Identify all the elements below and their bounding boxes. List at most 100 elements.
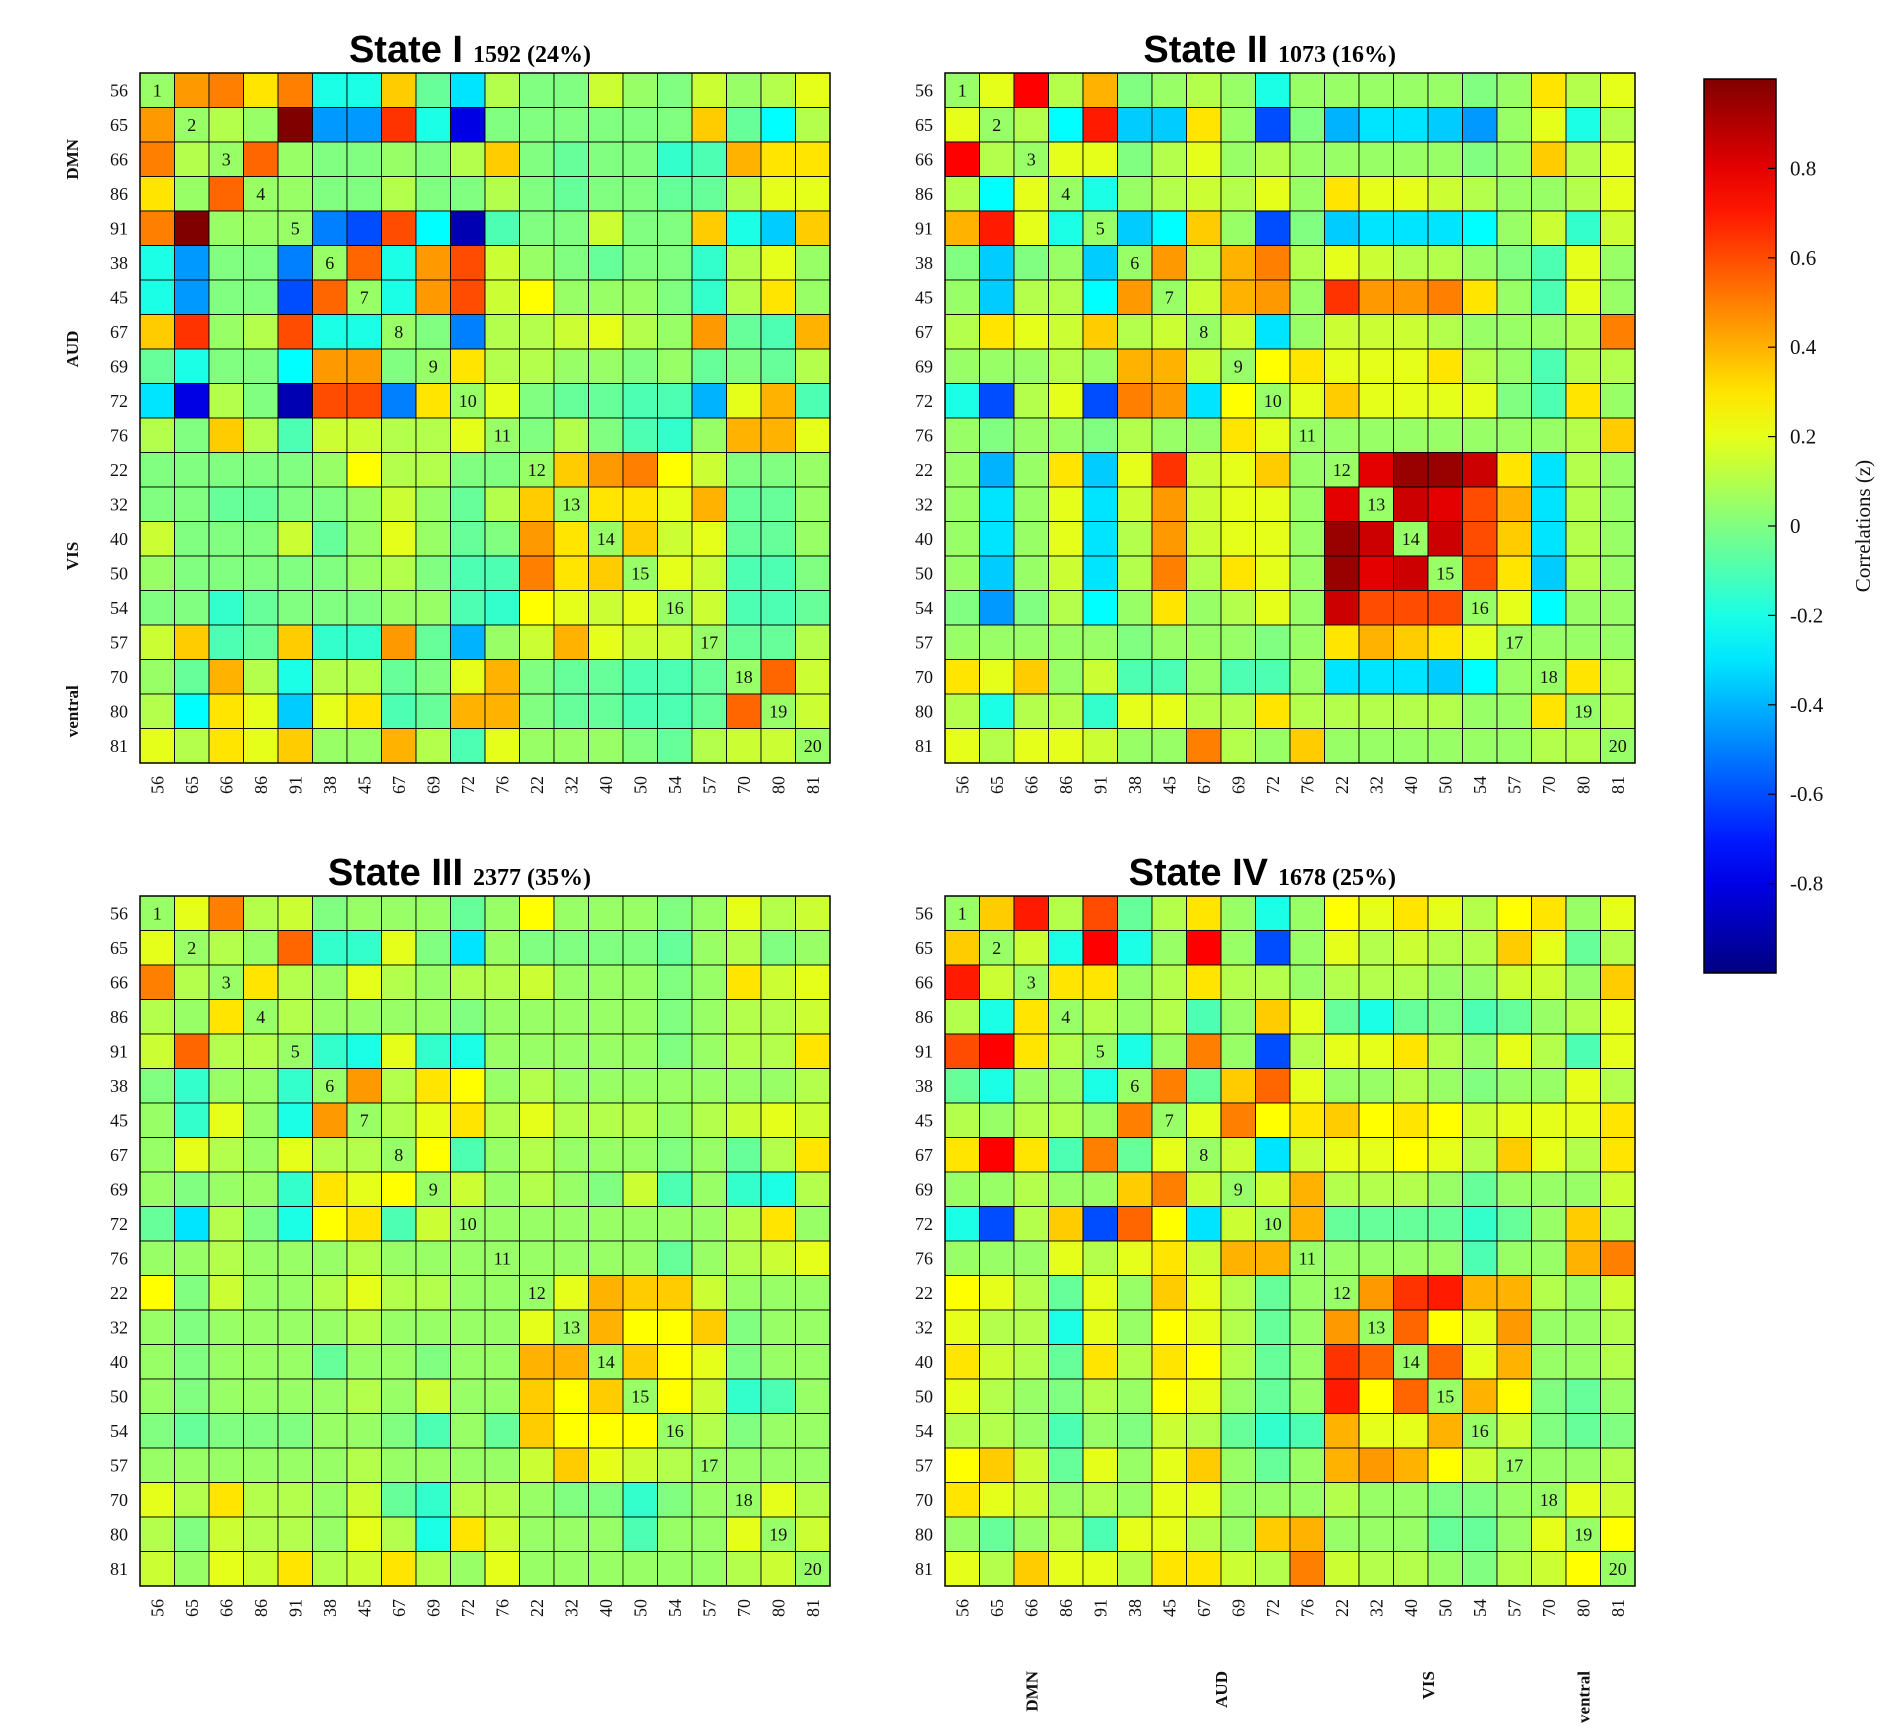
col-tick-label: 45 xyxy=(1159,776,1179,794)
heatmap-cell xyxy=(1565,728,1601,764)
heatmap-cell xyxy=(1565,1447,1601,1483)
heatmap-cell xyxy=(1358,964,1394,1000)
heatmap-cell xyxy=(657,107,693,143)
heatmap-cell xyxy=(1082,1551,1118,1587)
heatmap-cell xyxy=(277,1378,313,1414)
col-tick-label: 67 xyxy=(1194,1599,1214,1617)
heatmap-cell xyxy=(1427,555,1463,591)
heatmap-cell xyxy=(1186,1102,1222,1138)
heatmap-cell xyxy=(1496,176,1532,212)
heatmap-cell xyxy=(1082,1447,1118,1483)
heatmap-cell xyxy=(622,999,658,1035)
col-tick-label: 65 xyxy=(182,776,202,794)
col-tick-label: 32 xyxy=(561,1599,581,1617)
heatmap-cell xyxy=(553,624,589,660)
heatmap-cell xyxy=(450,521,486,557)
heatmap-cell xyxy=(1186,72,1222,108)
heatmap-cell xyxy=(1393,210,1429,246)
heatmap-cell xyxy=(312,1275,348,1311)
network-label-col: ventral xyxy=(1574,1671,1593,1723)
heatmap-cell xyxy=(243,1378,279,1414)
heatmap-cell xyxy=(1531,1447,1567,1483)
diagonal-index: 15 xyxy=(631,1386,649,1406)
heatmap-cell xyxy=(1531,486,1567,522)
col-tick-label: 65 xyxy=(987,776,1007,794)
heatmap-cell xyxy=(1117,1309,1153,1345)
heatmap-cell xyxy=(553,452,589,488)
heatmap-cell xyxy=(139,999,175,1035)
diagonal-index: 13 xyxy=(562,494,580,514)
heatmap-cell xyxy=(174,1482,210,1518)
heatmap-cell xyxy=(726,1171,762,1207)
heatmap-cell xyxy=(1324,1413,1360,1449)
heatmap-cell xyxy=(450,624,486,660)
heatmap-cell xyxy=(1013,314,1049,350)
diagonal-index: 8 xyxy=(394,322,403,342)
diagonal-index: 20 xyxy=(1609,1559,1627,1579)
heatmap-cell xyxy=(726,348,762,384)
heatmap-cell xyxy=(208,1309,244,1345)
heatmap-cell xyxy=(519,72,555,108)
heatmap-cell xyxy=(760,521,796,557)
heatmap-cell xyxy=(208,624,244,660)
diagonal-index: 17 xyxy=(700,1455,718,1475)
heatmap-cell xyxy=(1496,452,1532,488)
heatmap-cell xyxy=(519,999,555,1035)
heatmap-cell xyxy=(139,693,175,729)
heatmap-cell xyxy=(1565,590,1601,626)
heatmap-cell xyxy=(277,728,313,764)
heatmap-cell xyxy=(1358,728,1394,764)
heatmap-cell xyxy=(277,452,313,488)
heatmap-cell xyxy=(139,348,175,384)
heatmap-cell xyxy=(691,1206,727,1242)
heatmap-cell xyxy=(622,521,658,557)
heatmap-cell xyxy=(979,999,1015,1035)
row-tick-label: 50 xyxy=(915,1386,933,1406)
heatmap-cell xyxy=(277,107,313,143)
heatmap-cell xyxy=(553,1206,589,1242)
heatmap-cell xyxy=(243,486,279,522)
heatmap-cell xyxy=(1565,314,1601,350)
heatmap-cell xyxy=(1600,486,1636,522)
heatmap-cell xyxy=(795,930,831,966)
heatmap-cell xyxy=(1427,964,1463,1000)
heatmap-cell xyxy=(1393,1344,1429,1380)
heatmap-cell xyxy=(979,1309,1015,1345)
heatmap-cell xyxy=(657,1275,693,1311)
col-tick-label: 91 xyxy=(285,776,305,794)
heatmap-cell xyxy=(1220,930,1256,966)
heatmap-cell xyxy=(1565,1137,1601,1173)
heatmap-cell xyxy=(1117,417,1153,453)
heatmap-cell xyxy=(1496,1206,1532,1242)
heatmap-cell xyxy=(243,210,279,246)
heatmap-cell xyxy=(139,1137,175,1173)
heatmap-cell xyxy=(1082,1344,1118,1380)
heatmap-cell xyxy=(1048,314,1084,350)
heatmap-cell xyxy=(208,659,244,695)
heatmap-cell xyxy=(1117,1378,1153,1414)
col-tick-label: 57 xyxy=(699,776,719,794)
row-tick-label: 76 xyxy=(915,1248,933,1268)
row-tick-label: 32 xyxy=(915,494,933,514)
heatmap-cell xyxy=(1048,693,1084,729)
heatmap-cell xyxy=(1462,1551,1498,1587)
heatmap-cell xyxy=(795,659,831,695)
col-tick-label: 80 xyxy=(768,1599,788,1617)
heatmap-cell xyxy=(944,521,980,557)
heatmap-cell xyxy=(139,1171,175,1207)
heatmap-cell xyxy=(1531,521,1567,557)
heatmap-cell xyxy=(1255,659,1291,695)
heatmap-cell xyxy=(979,964,1015,1000)
heatmap-cell xyxy=(726,999,762,1035)
heatmap-cell xyxy=(1186,999,1222,1035)
col-tick-label: 56 xyxy=(147,1599,167,1617)
heatmap-cell xyxy=(1393,1275,1429,1311)
heatmap-cell xyxy=(277,555,313,591)
heatmap-cell xyxy=(1151,1447,1187,1483)
col-tick-label: 69 xyxy=(1228,1599,1248,1617)
heatmap-cell xyxy=(208,176,244,212)
row-tick-label: 86 xyxy=(110,1007,128,1027)
heatmap-cell xyxy=(1393,348,1429,384)
heatmap-cell xyxy=(1600,314,1636,350)
heatmap-cell xyxy=(346,176,382,212)
